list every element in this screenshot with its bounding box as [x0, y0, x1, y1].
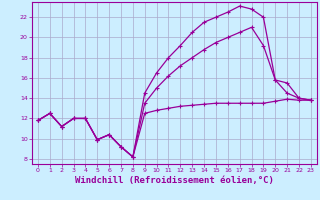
X-axis label: Windchill (Refroidissement éolien,°C): Windchill (Refroidissement éolien,°C) — [75, 176, 274, 185]
